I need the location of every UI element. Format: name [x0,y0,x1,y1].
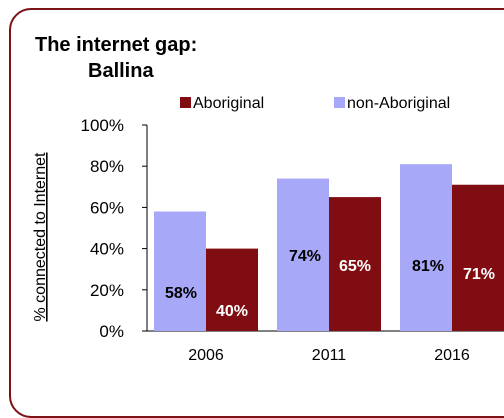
data-label-aboriginal: 71% [463,266,495,283]
y-tick-label: 0% [99,322,124,341]
data-label-non-aboriginal: 81% [412,258,444,275]
y-tick-label: 40% [90,240,124,259]
bar-non-aboriginal [277,178,329,331]
bars: 58% 74% 81% 40% 65% 71% [154,164,504,331]
chart-title: The internet gap: [35,34,198,56]
legend-swatch-non-aboriginal [334,97,345,108]
bar-aboriginal [206,248,258,331]
data-label-non-aboriginal: 74% [289,248,321,265]
bar-non-aboriginal [154,211,206,331]
legend-label-aboriginal: Aboriginal [193,95,264,112]
y-tick-label: 20% [90,281,124,300]
data-label-aboriginal: 65% [339,258,371,275]
y-tick-label: 100% [81,116,124,135]
y-tick-label: 80% [90,157,124,176]
x-tick-label: 2006 [188,347,224,364]
data-label-non-aboriginal: 58% [165,285,197,302]
legend-swatch-aboriginal [180,97,191,108]
data-label-aboriginal: 40% [216,303,248,320]
bar-aboriginal [452,184,504,331]
legend-label-non-aboriginal: non-Aboriginal [347,95,450,112]
bar-chart: Aboriginal non-Aboriginal % connected to… [32,95,504,364]
x-tick-label: 2011 [312,347,347,364]
bar-non-aboriginal [400,164,452,331]
y-tick-label: 60% [90,198,124,217]
axes: 0% 20% 40% 60% 80% 100% 2006 2011 2016 [81,116,504,364]
x-tick-label: 2016 [434,347,470,364]
y-axis-label: % connected to Internet [32,152,49,322]
chart-subtitle: Ballina [88,60,154,82]
bar-aboriginal [329,197,381,331]
